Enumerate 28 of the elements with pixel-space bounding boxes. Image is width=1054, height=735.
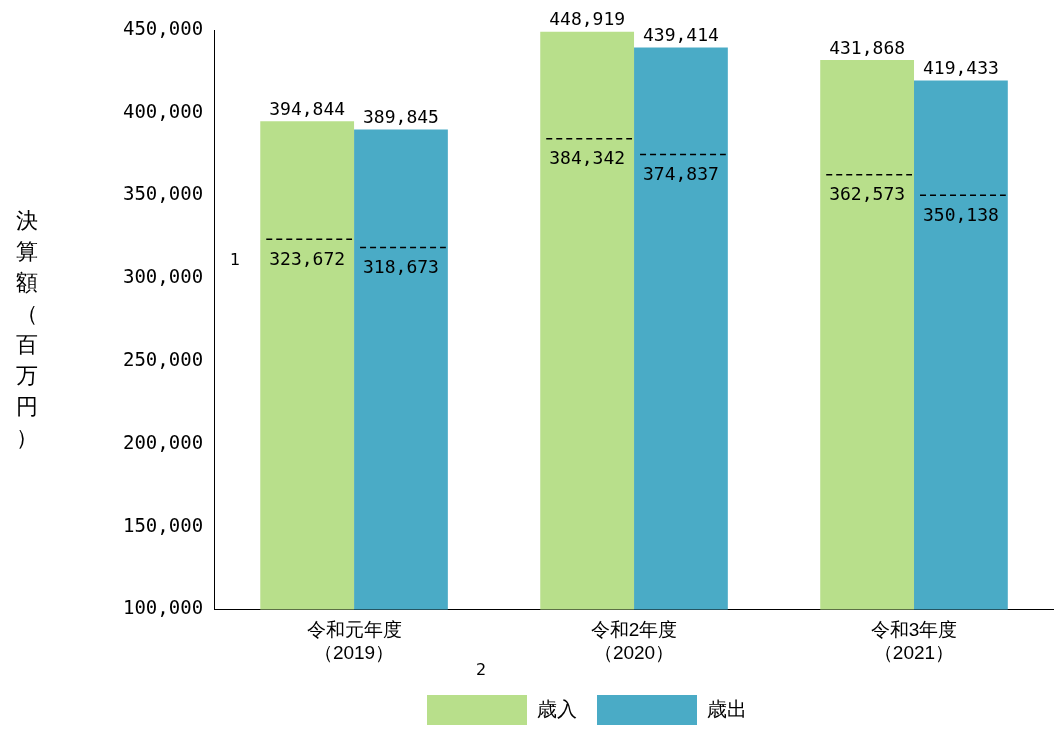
data-label: 394,844 bbox=[269, 97, 346, 119]
y-tick-label: 450,000 bbox=[122, 16, 204, 39]
data-label: 439,414 bbox=[643, 24, 719, 46]
y-tick-label: 400,000 bbox=[122, 99, 204, 122]
data-label: 431,868 bbox=[829, 36, 906, 58]
annotation: 318,673 bbox=[363, 256, 439, 278]
x-tick-label: 令和2年度（2020） bbox=[590, 619, 678, 663]
y-tick-label: 300,000 bbox=[122, 265, 204, 288]
annotation: 1 bbox=[230, 250, 241, 269]
data-label: 419,433 bbox=[922, 57, 999, 79]
y-tick-label: 100,000 bbox=[122, 596, 204, 619]
y-tick-label: 150,000 bbox=[122, 513, 204, 536]
text: 2 bbox=[476, 660, 487, 679]
annotation: 350,138 bbox=[922, 203, 999, 225]
y-tick-label: 250,000 bbox=[122, 348, 204, 371]
legend-label: 歳出 bbox=[707, 697, 747, 720]
annotation: 384,342 bbox=[549, 147, 626, 169]
annotation: 374,837 bbox=[643, 163, 719, 185]
y-tick-label: 350,000 bbox=[122, 182, 204, 205]
data-label: 448,919 bbox=[549, 8, 626, 30]
y-tick-label: 200,000 bbox=[122, 430, 204, 453]
data-label: 389,845 bbox=[363, 106, 439, 128]
annotation: 362,573 bbox=[829, 183, 906, 205]
x-tick-label: 令和元年度（2019） bbox=[306, 619, 402, 663]
y-axis-title: 決算額（百万円） bbox=[15, 207, 39, 452]
legend-label: 歳入 bbox=[537, 697, 577, 720]
x-tick-label: 令和3年度（2021） bbox=[870, 619, 958, 663]
annotation: 323,672 bbox=[269, 247, 346, 269]
